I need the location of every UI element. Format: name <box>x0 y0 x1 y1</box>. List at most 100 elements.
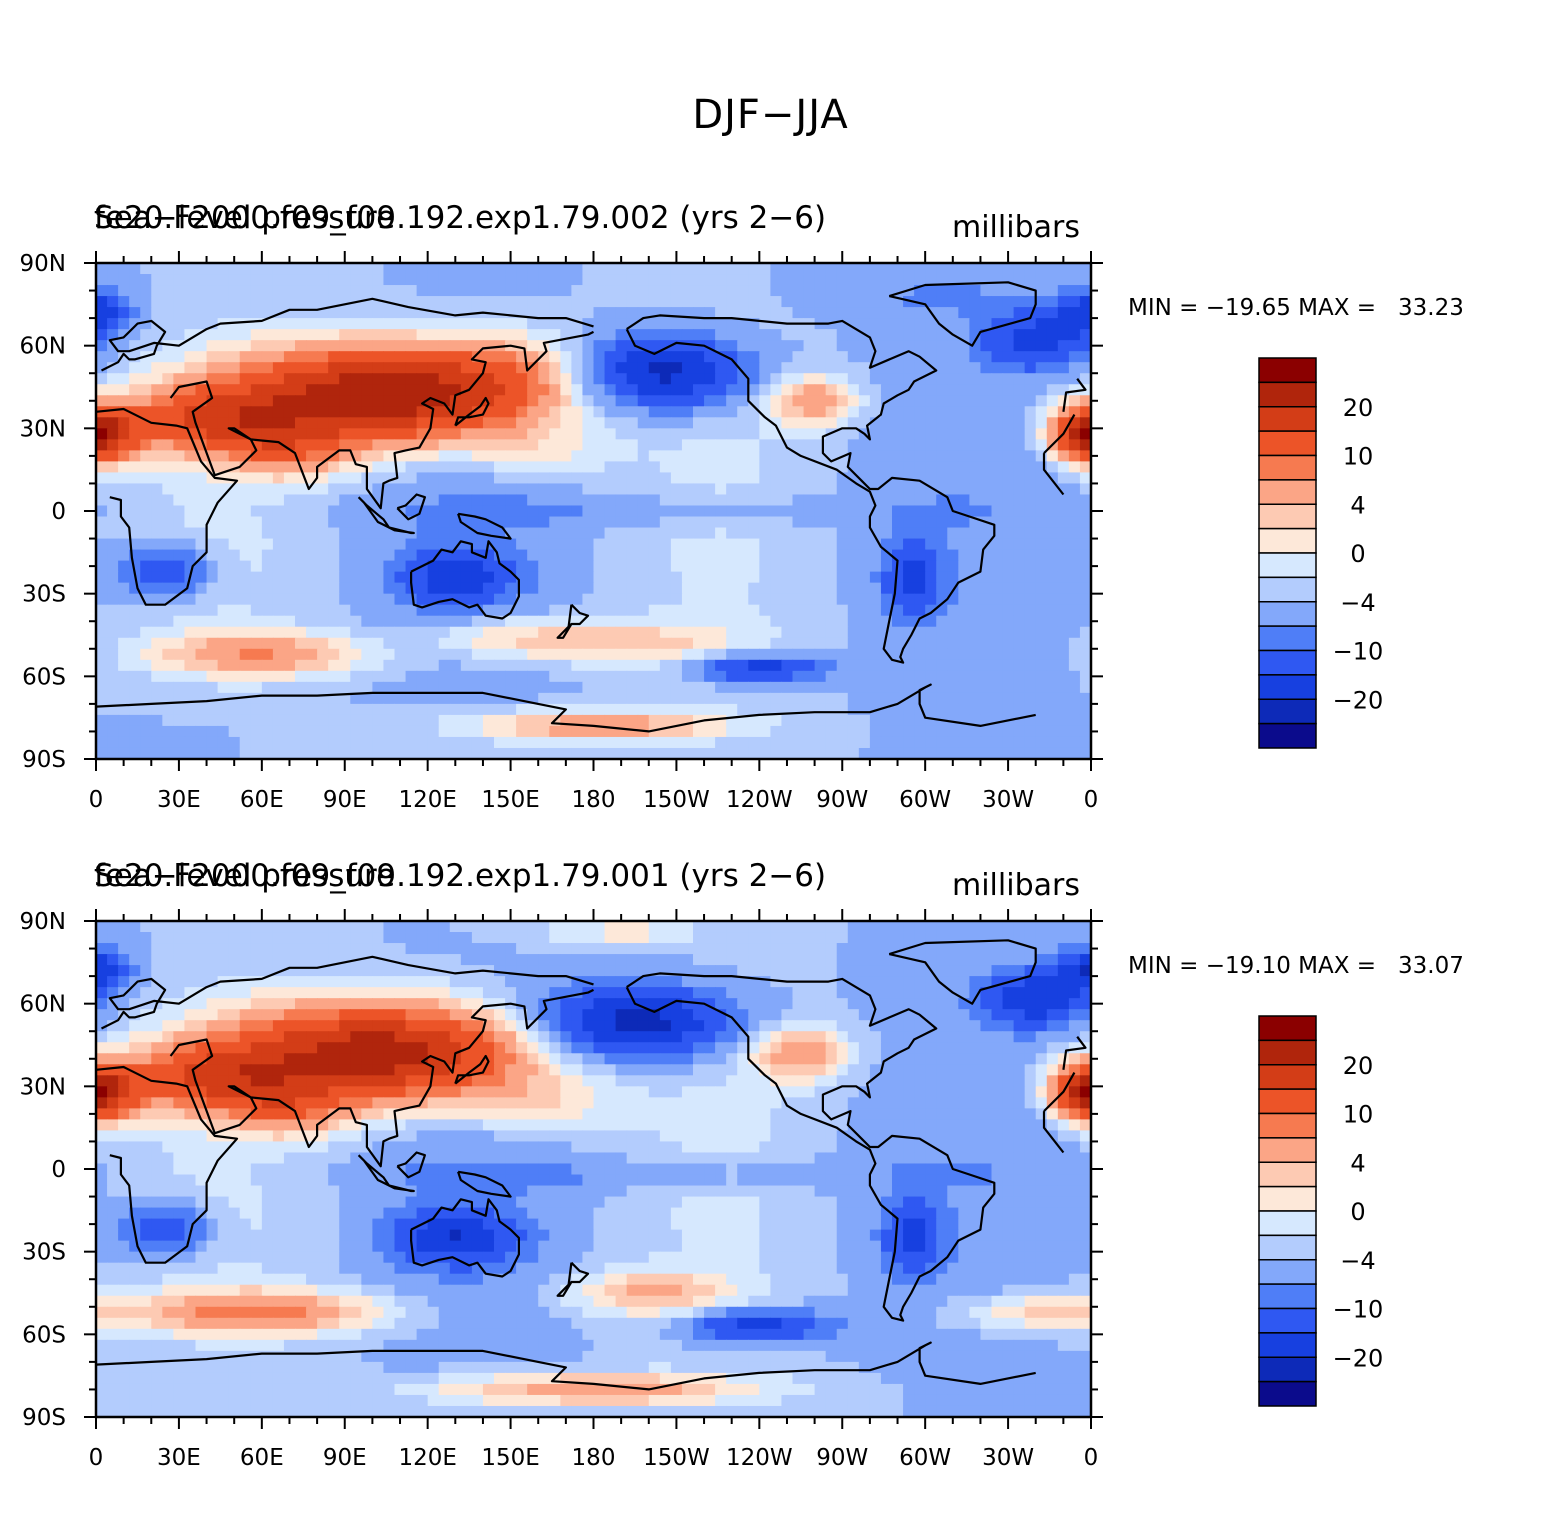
field-cell <box>914 659 926 672</box>
field-cell <box>991 472 1004 485</box>
coastline <box>556 603 590 639</box>
x-tick-label: 90W <box>816 787 868 813</box>
field-cell <box>129 395 141 407</box>
field-cell <box>936 976 948 988</box>
field-cell <box>936 615 948 628</box>
field-cell <box>1024 703 1037 716</box>
field-cell <box>272 659 285 672</box>
field-cell <box>670 472 683 485</box>
field-cell <box>140 659 152 672</box>
field-cell <box>118 736 130 749</box>
field-cell <box>272 736 285 749</box>
field-cell <box>936 670 948 683</box>
field-cell <box>980 307 993 319</box>
field-cell <box>748 998 760 1010</box>
field-cell <box>1046 263 1059 275</box>
field-cell <box>306 954 318 966</box>
field-cell <box>129 626 141 639</box>
field-cell <box>836 318 849 330</box>
field-cell <box>825 604 838 617</box>
field-cell <box>471 714 484 727</box>
field-cell <box>217 571 230 584</box>
field-cell <box>1068 987 1081 999</box>
field-cell <box>438 593 451 606</box>
field-cell <box>615 637 628 650</box>
field-cell <box>339 362 351 374</box>
field-cell <box>958 461 970 474</box>
field-cell <box>416 417 429 429</box>
field-cell <box>405 692 418 705</box>
field-cell <box>858 670 871 683</box>
field-cell <box>803 954 816 966</box>
field-cell <box>715 626 727 639</box>
field-cell <box>748 626 760 639</box>
field-cell <box>206 450 219 462</box>
field-cell <box>1079 527 1092 540</box>
field-cell <box>903 274 915 286</box>
field-cell <box>350 976 362 988</box>
case-title: fe20.F2000.f09_f09.192.exp1.79.001 (yrs … <box>94 858 827 894</box>
field-cell <box>328 736 340 749</box>
field-cell <box>239 461 252 474</box>
field-cell <box>482 976 495 988</box>
field-cell <box>615 351 628 363</box>
field-cell <box>96 483 108 496</box>
field-cell <box>726 571 738 584</box>
field-cell <box>593 932 606 944</box>
field-cell <box>792 615 805 628</box>
field-cell <box>903 362 915 374</box>
field-cell <box>615 516 628 529</box>
field-cell <box>494 626 506 639</box>
field-cell <box>1046 703 1059 716</box>
field-cell <box>107 362 119 374</box>
field-cell <box>759 417 771 429</box>
field-cell <box>825 998 838 1010</box>
field-cell <box>969 670 982 683</box>
field-cell <box>759 285 771 297</box>
field-cell <box>1068 582 1081 595</box>
field-cell <box>958 637 970 650</box>
field-cell <box>925 659 937 672</box>
field-cell <box>516 318 528 330</box>
field-cell <box>228 274 241 286</box>
field-cell <box>494 439 506 451</box>
field-cell <box>1002 516 1015 529</box>
field-cell <box>107 285 119 297</box>
field-cell <box>847 329 860 341</box>
field-cell <box>858 714 871 727</box>
field-cell <box>328 417 340 429</box>
field-cell <box>748 560 760 573</box>
colorbar-label: 20 <box>1343 394 1374 422</box>
field-cell <box>836 307 849 319</box>
field-cell <box>770 670 783 683</box>
field-cell <box>339 943 351 955</box>
field-cell <box>261 943 274 955</box>
field-cell <box>438 527 451 540</box>
field-cell <box>880 505 893 518</box>
field-cell <box>283 714 296 727</box>
field-cell <box>516 340 528 352</box>
field-cell <box>151 395 163 407</box>
field-cell <box>947 943 959 955</box>
coastline <box>457 512 512 540</box>
field-cell <box>648 637 661 650</box>
field-cell <box>748 670 760 683</box>
field-cell <box>283 274 296 286</box>
field-cell <box>394 538 407 551</box>
field-cell <box>239 285 252 297</box>
field-cell <box>295 439 307 451</box>
field-cell <box>803 965 816 977</box>
field-cell <box>184 274 197 286</box>
field-cell <box>582 615 595 628</box>
field-cell <box>1013 472 1026 485</box>
field-cell <box>892 329 904 341</box>
field-cell <box>239 395 252 407</box>
field-cell <box>936 538 948 551</box>
field-cell <box>350 571 362 584</box>
field-cell <box>184 527 197 540</box>
field-cell <box>416 604 429 617</box>
field-cell <box>283 681 296 694</box>
field-cell <box>118 340 130 352</box>
field-cell <box>471 296 484 308</box>
field-cell <box>947 351 959 363</box>
